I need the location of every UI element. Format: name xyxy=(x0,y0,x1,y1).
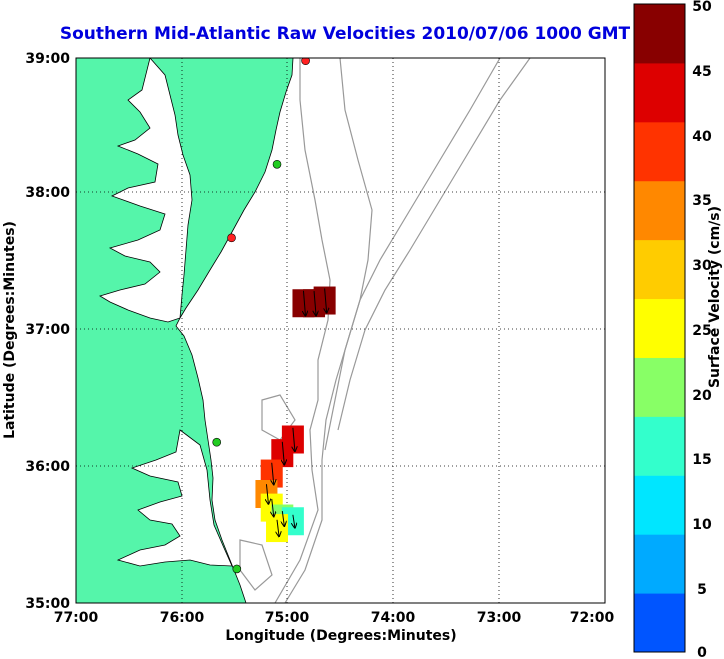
velocity-cell xyxy=(266,514,289,543)
colorbar-segment xyxy=(634,4,685,64)
radar-station-marker xyxy=(232,564,242,574)
colorbar-tick-label: 30 xyxy=(692,258,712,274)
velocity-arrow xyxy=(282,441,284,465)
x-axis-label: Longitude (Degrees:Minutes) xyxy=(225,628,456,644)
y-tick-label: 36:00 xyxy=(25,459,70,475)
radar-station-marker xyxy=(227,233,236,243)
colorbar-tick-label: 25 xyxy=(692,323,711,339)
x-tick-label: 73:00 xyxy=(477,610,522,626)
x-tick-label: 77:00 xyxy=(54,610,99,626)
colorbar-tick-label: 45 xyxy=(692,64,711,80)
colorbar xyxy=(634,4,685,653)
velocity-arrow xyxy=(272,498,274,516)
radar-station-marker xyxy=(212,437,222,447)
plot-frame xyxy=(75,57,606,604)
x-tick-label: 72:00 xyxy=(570,610,615,626)
colorbar-segment xyxy=(634,357,685,417)
colorbar-frame xyxy=(633,3,686,653)
radar-station-marker xyxy=(301,58,310,66)
y-tick-labels: 39:00 38:00 37:00 36:00 35:00 xyxy=(25,51,70,612)
colorbar-segment xyxy=(634,180,685,241)
colorbar-segment xyxy=(634,416,685,476)
x-tick-label: 76:00 xyxy=(160,610,205,626)
velocity-arrow xyxy=(277,519,279,536)
colorbar-label: Surface Velocity (cm/s) xyxy=(707,206,723,388)
radar-stations xyxy=(212,58,310,574)
y-axis-label: Latitude (Degrees:Minutes) xyxy=(2,221,18,439)
colorbar-tick-label: 20 xyxy=(692,388,712,404)
y-tick-label: 38:00 xyxy=(25,185,70,201)
colorbar-tick-label: 50 xyxy=(692,0,712,15)
colorbar-segment xyxy=(634,534,685,594)
colorbar-segment xyxy=(634,475,685,535)
velocity-arrow xyxy=(293,514,295,528)
pamlico-sound xyxy=(116,429,233,567)
chart-title: Southern Mid-Atlantic Raw Velocities 201… xyxy=(60,24,631,44)
colorbar-tick-label: 5 xyxy=(697,582,707,598)
colorbar-tick-label: 10 xyxy=(692,517,712,533)
colorbar-tick-labels: 50 45 40 35 30 25 20 15 10 5 0 xyxy=(692,0,712,659)
velocity-field xyxy=(255,286,336,543)
velocity-arrow xyxy=(303,290,305,316)
colorbar-segment xyxy=(634,239,685,300)
colorbar-tick-label: 40 xyxy=(692,129,712,145)
colorbar-tick-label: 35 xyxy=(692,193,711,209)
y-tick-label: 37:00 xyxy=(25,322,70,338)
colorbar-tick-label: 15 xyxy=(692,452,711,468)
x-tick-labels: 77:00 76:00 75:00 74:00 73:00 72:00 xyxy=(54,610,615,626)
x-tick-label: 75:00 xyxy=(265,610,310,626)
colorbar-tick-label: 0 xyxy=(697,645,707,659)
colorbar-segment xyxy=(634,298,685,358)
velocity-arrow xyxy=(266,484,268,504)
colorbar-segment xyxy=(634,62,685,123)
x-tick-label: 74:00 xyxy=(371,610,416,626)
colorbar-segment xyxy=(634,593,685,653)
velocity-arrow xyxy=(282,510,284,526)
velocity-arrow xyxy=(293,427,295,451)
velocity-cell xyxy=(313,286,336,315)
radar-station-marker xyxy=(272,159,282,169)
velocity-arrow xyxy=(325,288,327,312)
chesapeake-bay xyxy=(99,58,193,323)
colorbar-segment xyxy=(634,121,685,182)
y-tick-label: 35:00 xyxy=(25,596,70,612)
velocity-arrow xyxy=(272,462,274,485)
grid xyxy=(76,58,605,603)
velocity-arrow xyxy=(314,290,316,315)
y-tick-label: 39:00 xyxy=(25,51,70,67)
